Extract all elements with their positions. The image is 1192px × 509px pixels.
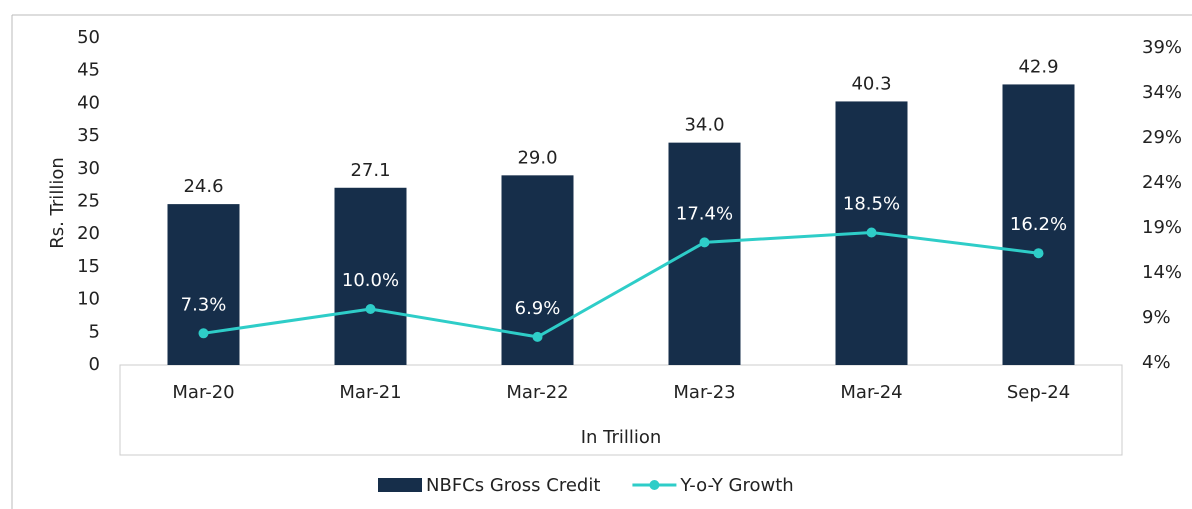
y-tick-label: 25: [77, 191, 100, 212]
data-label: 27.1: [350, 160, 390, 181]
legend-swatch: [378, 478, 422, 492]
y-tick-label: 10: [77, 289, 100, 310]
y-tick-label: 40: [77, 92, 100, 113]
data-label: 18.5%: [843, 194, 900, 215]
y-tick-label: 35: [77, 125, 100, 146]
bar: [167, 204, 240, 365]
data-label: 29.0: [517, 147, 557, 168]
bar: [1002, 84, 1075, 366]
y-tick-label: 0: [89, 354, 100, 375]
data-label: 7.3%: [181, 294, 227, 315]
y-tick-label: 50: [77, 27, 100, 48]
x-tick-label: Mar-21: [339, 382, 401, 403]
x-tick-label: Mar-22: [506, 382, 568, 403]
data-label: 34.0: [684, 115, 724, 136]
data-label: 24.6: [183, 176, 223, 197]
data-label: 6.9%: [515, 298, 561, 319]
line-point: [365, 304, 376, 314]
x-tick-label: Mar-24: [840, 382, 902, 403]
line: [203, 230, 1039, 339]
x-tick-label: Sep-24: [1007, 382, 1070, 403]
data-label: 10.0%: [342, 270, 399, 291]
bar: [668, 142, 741, 365]
y2-tick-label: 29%: [1142, 127, 1182, 148]
line-point: [866, 227, 877, 238]
data-label: 40.3: [851, 73, 891, 94]
bar: [334, 187, 407, 365]
y-axis-title: Rs. Trillion: [47, 157, 68, 249]
line-point: [198, 328, 209, 339]
y2-tick-label: 39%: [1142, 37, 1182, 58]
y2-tick-label: 19%: [1142, 217, 1182, 238]
y2-tick-label: 14%: [1142, 262, 1182, 283]
line-point: [532, 331, 543, 342]
line-point: [699, 237, 710, 248]
data-label: 16.2%: [1010, 214, 1067, 235]
y2-tick-label: 34%: [1142, 82, 1182, 103]
y-tick-label: 15: [77, 256, 100, 277]
x-tick-label: Mar-20: [172, 382, 234, 403]
y2-tick-label: 9%: [1142, 307, 1171, 328]
y-tick-label: 5: [89, 321, 100, 342]
legend-swatch: [649, 480, 660, 490]
x-axis-title: In Trillion: [581, 427, 662, 448]
legend-label: NBFCs Gross Credit: [426, 475, 600, 496]
x-tick-label: Mar-23: [673, 382, 735, 403]
y2-tick-label: 4%: [1142, 352, 1171, 373]
line-point: [1033, 248, 1044, 259]
legend-label: Y-o-Y Growth: [679, 475, 793, 496]
data-label: 17.4%: [676, 203, 733, 224]
data-label: 42.9: [1018, 56, 1058, 77]
y-tick-label: 20: [77, 223, 100, 244]
y-tick-label: 45: [77, 60, 100, 81]
category-box: [119, 364, 1123, 456]
y2-tick-label: 24%: [1142, 172, 1182, 193]
y-tick-label: 30: [77, 158, 100, 179]
